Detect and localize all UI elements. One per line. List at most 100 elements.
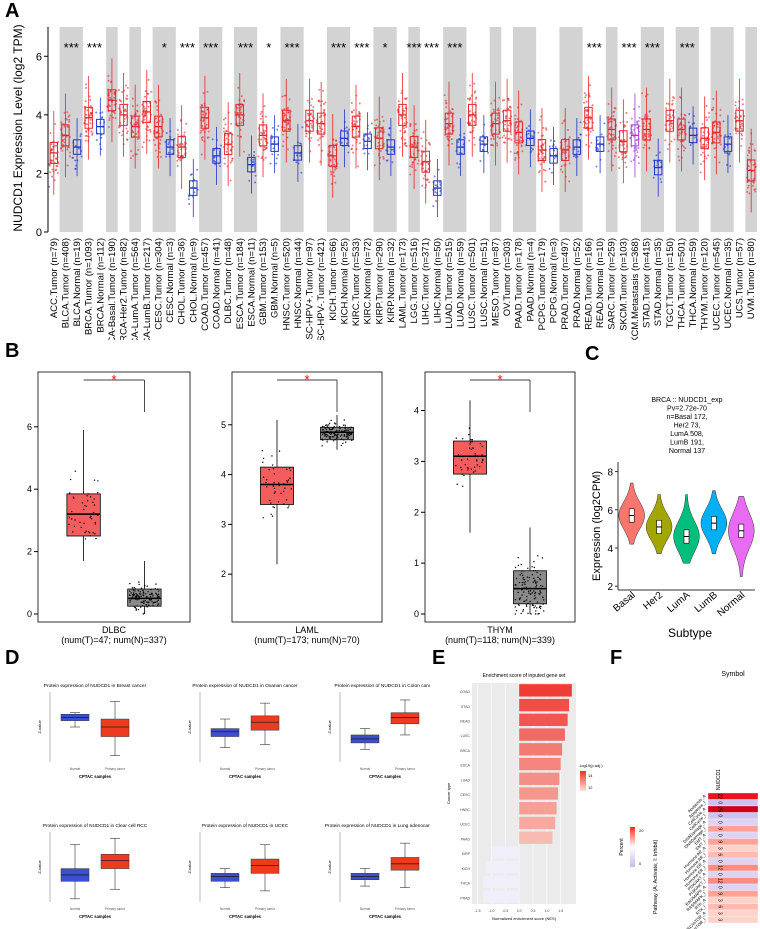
heatmap-cell — [707, 812, 759, 820]
sample-count-label: (num(T)=47; num(N)=337) — [61, 635, 167, 645]
data-point — [534, 569, 537, 572]
data-point — [350, 433, 353, 435]
category-label: THYM.Tumor (n=120) — [700, 238, 711, 330]
data-point — [451, 142, 454, 145]
bar — [519, 816, 556, 830]
data-point — [521, 581, 523, 584]
data-point — [643, 144, 646, 147]
data-point — [136, 599, 138, 601]
data-point — [90, 518, 93, 520]
category-label: PRAD — [460, 896, 470, 900]
data-point — [136, 104, 139, 107]
data-point — [428, 181, 431, 184]
data-point — [723, 151, 726, 154]
data-point — [533, 577, 535, 579]
category-label: SKCM.Tumor (n=103) — [618, 238, 629, 331]
data-point — [554, 146, 557, 149]
data-point — [61, 143, 64, 146]
data-point — [60, 147, 63, 150]
data-point — [716, 135, 719, 138]
data-point — [326, 425, 329, 427]
significance-label: *** — [284, 40, 299, 55]
data-point — [325, 436, 328, 438]
data-point — [682, 145, 685, 148]
data-point — [468, 139, 471, 142]
violin-shape — [673, 494, 700, 564]
data-point — [614, 146, 617, 149]
data-point — [533, 560, 535, 563]
legend-colorbar — [630, 827, 635, 867]
data-point — [342, 424, 345, 426]
data-point — [482, 458, 484, 461]
data-point — [272, 468, 275, 470]
data-point — [326, 441, 328, 443]
data-point — [259, 112, 262, 115]
data-point — [747, 165, 750, 168]
data-point — [142, 589, 144, 592]
data-point — [432, 205, 435, 208]
data-point — [236, 107, 239, 110]
data-point — [619, 121, 622, 124]
data-point — [735, 107, 738, 110]
data-point — [388, 127, 391, 130]
category-label: STAD — [461, 705, 471, 709]
legend-colorbar — [580, 771, 586, 791]
data-point — [90, 112, 93, 115]
data-point — [609, 117, 612, 120]
data-point — [542, 168, 545, 171]
data-point — [525, 586, 528, 588]
y-axis-label: Z-value — [187, 720, 192, 734]
data-point — [259, 117, 262, 120]
significance-label: * — [266, 40, 271, 55]
panel-label-a: A — [5, 0, 20, 22]
y-axis-label: Z-value — [37, 860, 42, 874]
data-point — [261, 449, 263, 452]
data-point — [585, 100, 588, 103]
data-point — [176, 133, 179, 136]
data-point — [135, 609, 137, 611]
data-point — [153, 601, 155, 603]
data-point — [142, 613, 144, 615]
data-point — [150, 593, 153, 596]
data-point — [200, 136, 203, 139]
data-point — [334, 438, 336, 441]
data-point — [642, 146, 645, 149]
y-axis-label: Z-value — [327, 860, 332, 874]
data-point — [109, 114, 112, 117]
data-point — [286, 136, 289, 139]
data-point — [271, 126, 274, 129]
data-point — [538, 171, 541, 174]
data-point — [752, 163, 755, 166]
data-point — [456, 483, 458, 485]
data-point — [740, 132, 743, 135]
data-point — [741, 134, 744, 137]
data-point — [747, 149, 750, 152]
data-point — [609, 137, 612, 140]
data-point — [445, 106, 448, 109]
data-point — [301, 126, 304, 129]
data-point — [66, 146, 69, 149]
data-point — [468, 447, 471, 449]
data-point — [262, 457, 265, 460]
category-label: LIHC.Normal (n=50) — [432, 238, 443, 323]
data-point — [615, 151, 618, 154]
group-shade — [675, 27, 699, 232]
data-point — [528, 125, 531, 128]
data-point — [561, 122, 564, 125]
data-point — [496, 114, 499, 117]
data-point — [491, 134, 494, 137]
heatmap-cell — [707, 877, 759, 885]
data-point — [55, 165, 58, 168]
data-point — [176, 164, 179, 167]
data-point — [534, 595, 536, 597]
data-point — [526, 595, 528, 598]
data-point — [397, 100, 400, 103]
category-label: LumA — [665, 590, 692, 615]
x-axis-label: CPTAC samples — [79, 774, 112, 779]
data-point — [520, 119, 523, 122]
data-point — [562, 151, 565, 154]
cell-value: 12 — [716, 878, 722, 884]
bar — [519, 698, 570, 712]
data-point — [521, 594, 523, 596]
data-point — [344, 426, 347, 428]
